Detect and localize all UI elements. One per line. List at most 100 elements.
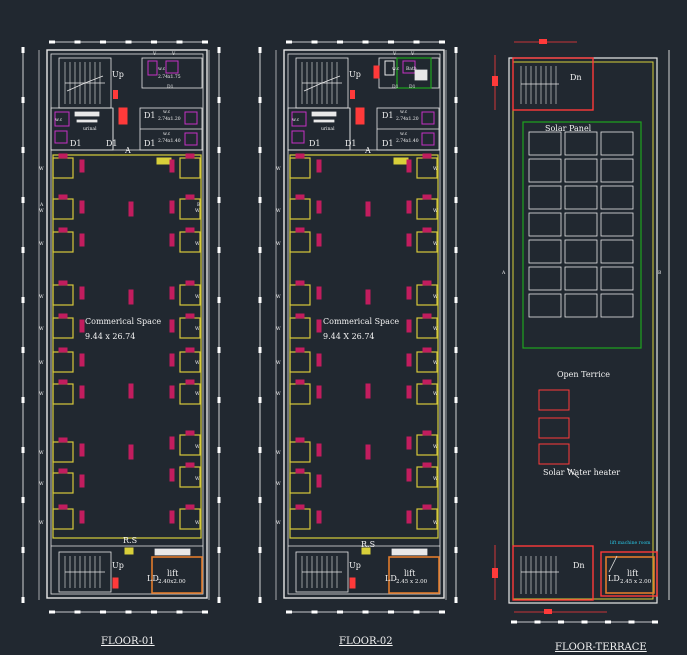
furniture-center bbox=[365, 201, 371, 217]
column-left bbox=[289, 198, 311, 220]
bottom-dimension-tick bbox=[202, 610, 208, 614]
terrace-lower-dimension-tick bbox=[511, 620, 517, 624]
solar-panel bbox=[564, 239, 598, 264]
f2-a-label: A bbox=[365, 146, 371, 155]
f1-stair-up-label: Up bbox=[112, 70, 124, 79]
furniture-center bbox=[365, 383, 371, 399]
terrace-a-label: A bbox=[502, 271, 506, 276]
wc-right-fixture-2 bbox=[421, 132, 435, 146]
column-left bbox=[289, 508, 311, 530]
f1-space-name: Commerical Space bbox=[85, 317, 162, 326]
f1-v-label-1: V bbox=[153, 52, 157, 57]
f2-rs-label: R.S bbox=[361, 540, 376, 549]
furniture-left bbox=[79, 200, 85, 214]
furniture-right bbox=[406, 200, 412, 214]
column-left bbox=[52, 441, 74, 463]
solar-panel bbox=[528, 131, 562, 156]
bottom-dimension-tick bbox=[286, 610, 292, 614]
furniture-right bbox=[406, 353, 412, 367]
wc-right-fixture-2 bbox=[184, 132, 198, 146]
top-dimension-tick bbox=[311, 40, 318, 44]
furniture-right bbox=[169, 233, 175, 247]
f1-a-side-label: A bbox=[40, 203, 44, 208]
left-dimension-tick bbox=[21, 347, 25, 353]
f2-d1-label-d: D1 bbox=[382, 139, 394, 148]
stair-door-marker bbox=[113, 90, 118, 99]
solar-panel bbox=[564, 131, 598, 156]
furniture-right-top bbox=[422, 194, 432, 200]
terrace-outer-wall bbox=[508, 57, 658, 604]
f2-window-label-2: W bbox=[276, 209, 281, 214]
f2-lift-size: 2.45 x 2.00 bbox=[396, 579, 428, 585]
top-dimension-tick bbox=[413, 40, 420, 44]
furniture-left bbox=[316, 200, 322, 214]
outer-wall bbox=[283, 49, 445, 599]
wc-left-fixture-2 bbox=[291, 130, 305, 144]
furniture-left bbox=[316, 353, 322, 367]
column-right bbox=[179, 157, 201, 179]
f1-window-label-r5: W bbox=[195, 361, 200, 366]
f2-window-label-r2: W bbox=[433, 242, 438, 247]
f1-window-label-r9: W bbox=[195, 521, 200, 526]
left-dimension-tick bbox=[258, 447, 262, 453]
left-dimension-tick bbox=[258, 247, 262, 253]
stair-door-b bbox=[112, 577, 119, 589]
terrace-lower-dimension-tick bbox=[652, 620, 658, 624]
f2-window-label-8: W bbox=[276, 451, 281, 456]
commercial-partition bbox=[52, 154, 202, 539]
f2-wc-size-1: 2.74x1.20 bbox=[396, 117, 419, 122]
wc-left-fixture-2 bbox=[54, 130, 68, 144]
furniture-left bbox=[79, 286, 85, 300]
f2-window-label-6: W bbox=[276, 361, 281, 366]
left-dimension-tick bbox=[21, 447, 25, 453]
f2-title: FLOOR-02 bbox=[339, 636, 393, 647]
f1-window-label-5: W bbox=[39, 327, 44, 332]
bath-door bbox=[373, 65, 380, 79]
column-left bbox=[52, 198, 74, 220]
top-dimension-tick bbox=[439, 40, 445, 44]
solar-panel bbox=[564, 293, 598, 318]
f1-d1-label-c: D1 bbox=[144, 111, 156, 120]
f2-window-label-r1: W bbox=[433, 209, 438, 214]
furniture-left-top bbox=[295, 313, 305, 319]
furniture-left-top bbox=[295, 468, 305, 474]
right-dimension-tick bbox=[217, 547, 221, 553]
column-left bbox=[289, 157, 311, 179]
rs-marker bbox=[361, 547, 371, 555]
furniture-left bbox=[79, 510, 85, 524]
column-left bbox=[52, 231, 74, 253]
f2-space-size: 9.44 X 26.74 bbox=[323, 332, 375, 341]
terrace-ld-label: LD bbox=[608, 574, 620, 583]
furniture-right bbox=[169, 385, 175, 399]
column-left bbox=[52, 472, 74, 494]
f1-b-side-label: B bbox=[197, 203, 201, 208]
furniture-right-top bbox=[185, 430, 195, 436]
bath-tub bbox=[414, 69, 428, 81]
furniture-right bbox=[406, 385, 412, 399]
furniture-left-top bbox=[58, 194, 68, 200]
shaft-marker bbox=[118, 107, 128, 125]
wc-fixture-2 bbox=[165, 60, 179, 74]
bottom-dimension-tick bbox=[125, 610, 132, 614]
bottom-dimension-tick bbox=[413, 610, 420, 614]
furniture-left-top bbox=[58, 347, 68, 353]
f1-window-label-6: W bbox=[39, 361, 44, 366]
shaft-marker bbox=[355, 107, 365, 125]
furniture-left bbox=[79, 319, 85, 333]
furniture-right bbox=[169, 510, 175, 524]
left-dimension-tick bbox=[258, 147, 262, 153]
f2-wc-label-3: w.c bbox=[400, 132, 408, 137]
furniture-left bbox=[79, 233, 85, 247]
solar-panel bbox=[564, 158, 598, 183]
furniture-left-top bbox=[295, 153, 305, 159]
dimension-lines bbox=[21, 39, 670, 624]
furniture-right-top bbox=[185, 313, 195, 319]
terrace-bottom-tick bbox=[544, 609, 552, 614]
furniture-right-top bbox=[185, 280, 195, 286]
furniture-left bbox=[79, 353, 85, 367]
top-dimension-tick bbox=[337, 40, 343, 44]
stair-door-b bbox=[349, 577, 356, 589]
f2-v-label-1: V bbox=[393, 52, 397, 57]
door-a bbox=[156, 157, 172, 165]
